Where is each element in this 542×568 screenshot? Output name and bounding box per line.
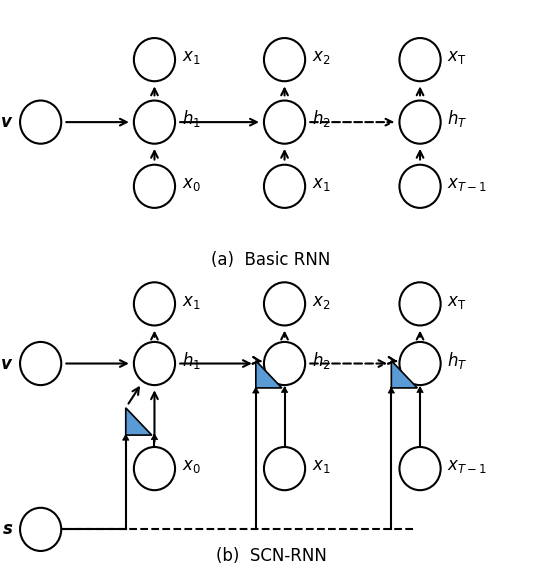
Polygon shape <box>126 408 152 435</box>
Text: $\boldsymbol{v}$: $\boldsymbol{v}$ <box>0 354 14 373</box>
Text: $x_2$: $x_2$ <box>312 293 330 311</box>
Circle shape <box>264 38 305 81</box>
Text: $x_0$: $x_0$ <box>182 457 201 475</box>
Circle shape <box>399 165 441 208</box>
Circle shape <box>134 101 175 144</box>
Circle shape <box>134 342 175 385</box>
Text: $x_1$: $x_1$ <box>312 175 330 193</box>
Text: (b)  SCN-RNN: (b) SCN-RNN <box>216 546 326 565</box>
Circle shape <box>399 101 441 144</box>
Polygon shape <box>281 387 288 392</box>
Polygon shape <box>253 387 259 393</box>
Polygon shape <box>417 387 423 392</box>
Text: $x_1$: $x_1$ <box>182 293 200 311</box>
Text: $x_\mathrm{T}$: $x_\mathrm{T}$ <box>447 48 467 66</box>
Circle shape <box>264 101 305 144</box>
Circle shape <box>399 447 441 490</box>
Circle shape <box>399 282 441 325</box>
Circle shape <box>264 282 305 325</box>
Polygon shape <box>256 361 282 388</box>
Circle shape <box>20 101 61 144</box>
Circle shape <box>134 38 175 81</box>
Circle shape <box>20 342 61 385</box>
Circle shape <box>134 165 175 208</box>
Text: $h_T$: $h_T$ <box>447 350 468 370</box>
Circle shape <box>134 282 175 325</box>
Circle shape <box>264 447 305 490</box>
Text: $h_T$: $h_T$ <box>447 108 468 129</box>
Circle shape <box>264 342 305 385</box>
Polygon shape <box>388 387 395 393</box>
Circle shape <box>134 447 175 490</box>
Polygon shape <box>151 434 158 440</box>
Circle shape <box>399 342 441 385</box>
Circle shape <box>20 508 61 551</box>
Polygon shape <box>122 435 129 440</box>
Text: $x_1$: $x_1$ <box>312 457 330 475</box>
Circle shape <box>399 38 441 81</box>
Text: $x_0$: $x_0$ <box>182 175 201 193</box>
Circle shape <box>264 165 305 208</box>
Text: $h_1$: $h_1$ <box>182 108 201 129</box>
Polygon shape <box>391 361 417 388</box>
Text: (a)  Basic RNN: (a) Basic RNN <box>211 250 331 269</box>
Text: $\boldsymbol{s}$: $\boldsymbol{s}$ <box>2 520 14 538</box>
Text: $h_1$: $h_1$ <box>182 350 201 370</box>
Text: $x_2$: $x_2$ <box>312 48 330 66</box>
Text: $h_2$: $h_2$ <box>312 108 331 129</box>
Text: $h_2$: $h_2$ <box>312 350 331 370</box>
Text: $\boldsymbol{v}$: $\boldsymbol{v}$ <box>0 113 14 131</box>
Text: $x_{T-1}$: $x_{T-1}$ <box>447 457 487 475</box>
Text: $x_1$: $x_1$ <box>182 48 200 66</box>
Text: $x_\mathrm{T}$: $x_\mathrm{T}$ <box>447 293 467 311</box>
Text: $x_{T-1}$: $x_{T-1}$ <box>447 175 487 193</box>
